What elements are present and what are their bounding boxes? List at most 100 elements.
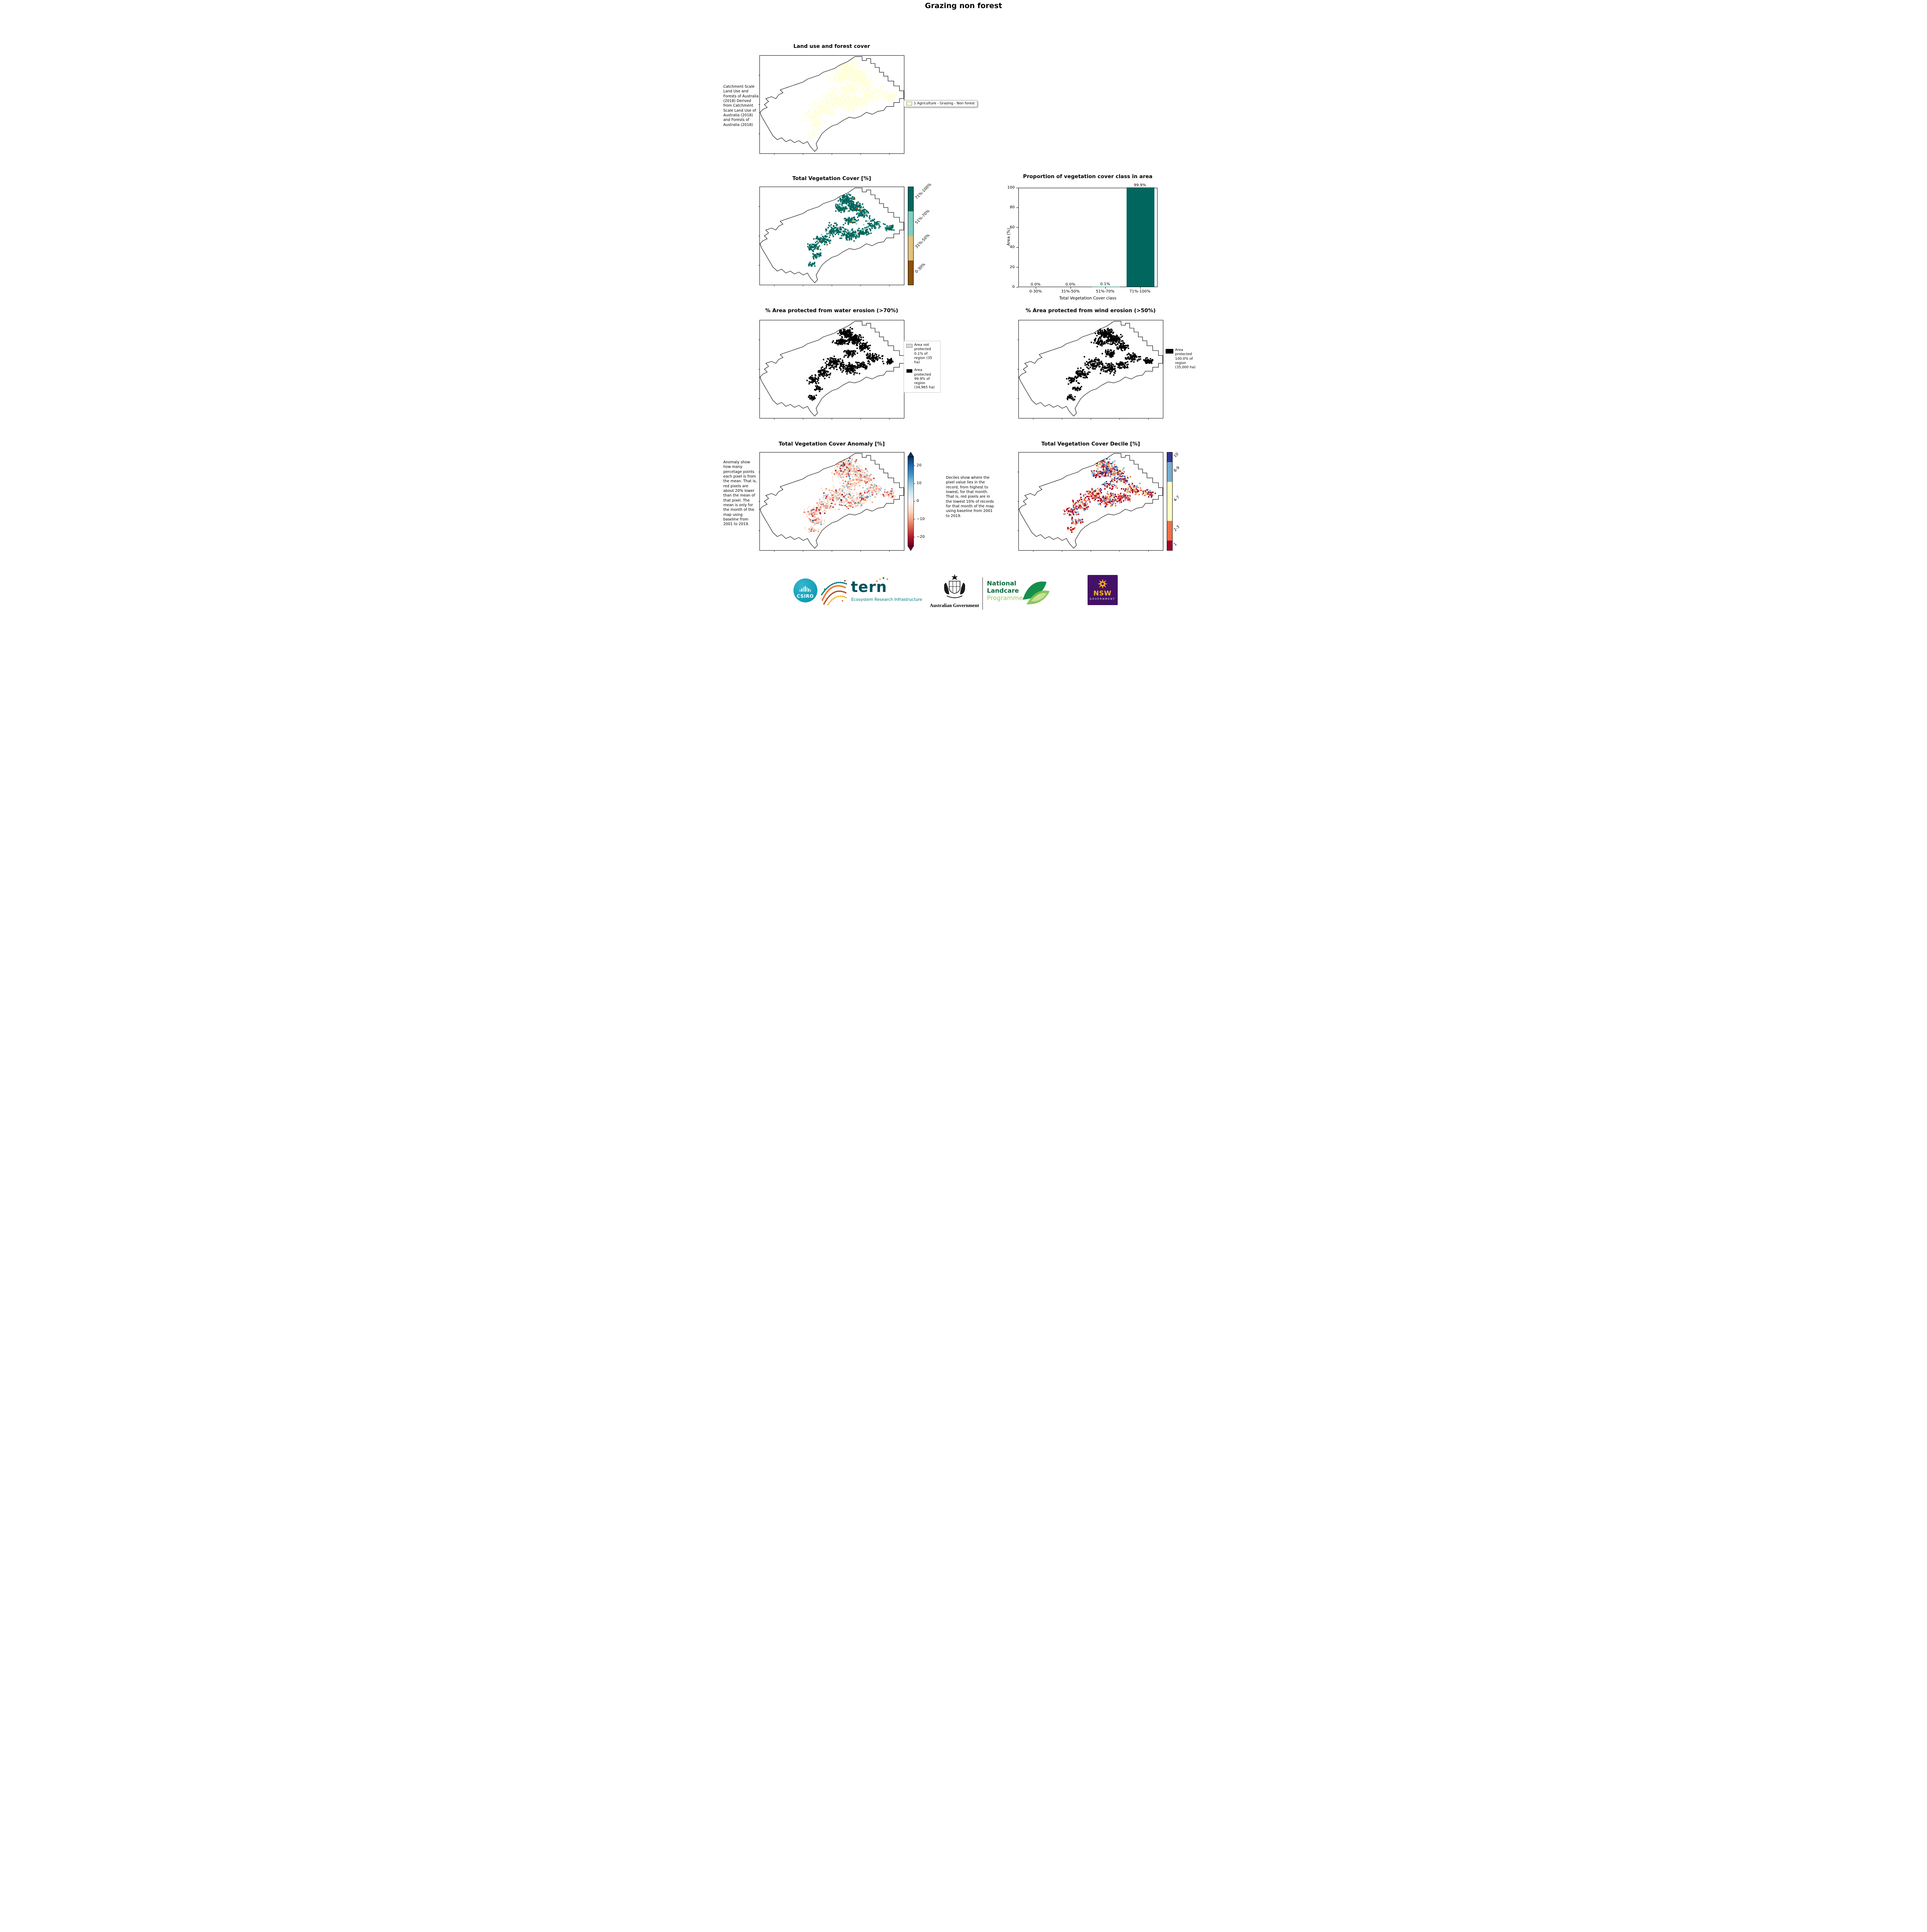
decile-cb-label-47: 4-7 xyxy=(1173,495,1180,503)
x-tick-4: 71%-100% xyxy=(1129,289,1151,294)
tvc-cb-label-3: 31%-50% xyxy=(914,233,931,250)
y-tick-mark xyxy=(1016,247,1018,248)
report-page: Grazing non forest Land use and forest c… xyxy=(722,0,1205,611)
decile-cb-seg xyxy=(1167,521,1172,541)
anomaly-title: Total Vegetation Cover Anomaly [%] xyxy=(778,441,885,447)
decile-cb-seg xyxy=(1167,452,1172,463)
csiro-label: CSIRO xyxy=(797,594,814,599)
water-title: % Area protected from water erosion (>70… xyxy=(765,308,898,314)
bar-value-label-4: 99.9% xyxy=(1134,183,1146,187)
landuse-legend-label: 1 Agriculture - Grazing - Non forest xyxy=(914,102,975,105)
decile-colorbar xyxy=(1166,452,1173,551)
landuse-title: Land use and forest cover xyxy=(793,43,870,49)
landuse-side-note: Catchment Scale Land Use and Forests of … xyxy=(723,85,759,127)
decile-cb-label-10: 10 xyxy=(1173,452,1180,459)
nsw-label: NSW xyxy=(1093,590,1112,597)
water-notprotected-swatch xyxy=(906,344,912,348)
decile-cb-label-89: 8-9 xyxy=(1173,466,1180,473)
landcare-word-landcare: Landcare xyxy=(987,587,1019,594)
tvc-map xyxy=(758,187,904,286)
csiro-wave-icon xyxy=(799,586,811,592)
tvc-cb-seg xyxy=(908,260,913,285)
wind-legend-entry-1: Area protected 100.0% of region (35,000 … xyxy=(1165,348,1203,370)
landcare-word-programme: Programme xyxy=(987,594,1023,602)
x-tick-mark xyxy=(1105,287,1106,289)
landcare-leaves-icon xyxy=(1022,581,1050,605)
landuse-legend-swatch xyxy=(906,102,912,105)
anomaly-tick-10: 10 xyxy=(916,481,922,485)
tvc-cb-label-2: 51%-70% xyxy=(914,209,931,225)
tern-logo: tern xyxy=(851,578,887,595)
footer-divider xyxy=(982,577,983,610)
nsw-government-label: GOVERNMENT xyxy=(1089,597,1115,600)
wind-map-canvas xyxy=(1017,321,1163,420)
bar-71%-100% xyxy=(1126,187,1154,287)
tvc-map-canvas xyxy=(758,187,904,286)
decile-cb-seg xyxy=(1167,481,1172,521)
decile-title: Total Vegetation Cover Decile [%] xyxy=(1041,441,1140,447)
anomaly-side-note: Anomaly show how many percetage points e… xyxy=(723,460,757,527)
decile-map xyxy=(1017,452,1163,552)
x-axis-label: Total Vegetation Cover class xyxy=(1059,296,1117,301)
bar-value-label-3: 0.1% xyxy=(1100,282,1110,287)
bar-value-label-2: 0.0% xyxy=(1065,282,1076,287)
landuse-legend: 1 Agriculture - Grazing - Non forest xyxy=(903,100,978,107)
landuse-map-canvas xyxy=(758,56,904,155)
decile-cb-label-23: 2-3 xyxy=(1173,525,1180,532)
y-tick-mark xyxy=(1016,227,1018,228)
tvc-colorbar xyxy=(907,187,914,285)
bar-value-label-1: 0.0% xyxy=(1030,282,1041,287)
decile-cb-seg xyxy=(1167,462,1172,482)
csiro-logo: CSIRO xyxy=(793,578,817,602)
tern-subtitle: Ecosystem Research Infrastructure xyxy=(851,597,922,602)
proportion-chart-title: Proportion of vegetation cover class in … xyxy=(1023,173,1152,180)
wind-legend: Area protected 100.0% of region (35,000 … xyxy=(1165,348,1203,370)
y-tick-40: 40 xyxy=(1009,245,1015,249)
decile-cb-label-1: 1 xyxy=(1173,542,1178,547)
australian-coat-of-arms-icon xyxy=(944,574,965,598)
y-tick-20: 20 xyxy=(1009,265,1015,269)
water-legend-entry-2: Area protected 99.9% of region (34,965 h… xyxy=(906,368,938,390)
y-tick-60: 60 xyxy=(1009,225,1015,230)
anomaly-tick-m20: −20 xyxy=(916,535,925,539)
indigenous-art-icon xyxy=(821,580,847,605)
y-tick-0: 0 xyxy=(1012,285,1015,289)
water-legend-entry-1: Area not protected 0.1% of region (35 ha… xyxy=(906,343,938,365)
water-protected-swatch xyxy=(906,369,912,373)
anomaly-tick-m10: −10 xyxy=(916,517,925,521)
x-tick-mark xyxy=(1140,287,1141,289)
water-notprotected-label: Area not protected 0.1% of region (35 ha… xyxy=(914,343,932,364)
landuse-map xyxy=(758,55,904,155)
tvc-cb-seg xyxy=(908,211,913,236)
anomaly-tick-0: 0 xyxy=(916,499,919,503)
proportion-bar-chart xyxy=(1018,187,1158,287)
decile-map-canvas xyxy=(1017,453,1163,552)
tern-bird-icon xyxy=(876,577,888,582)
wind-protected-label: Area protected 100.0% of region (35,000 … xyxy=(1175,348,1196,369)
australian-government-label: Australian Government xyxy=(929,603,979,608)
page-title: Grazing non forest xyxy=(925,2,1002,10)
anomaly-map xyxy=(758,452,904,552)
decile-cb-seg xyxy=(1167,540,1172,550)
y-tick-80: 80 xyxy=(1009,205,1015,209)
wind-map xyxy=(1017,320,1163,420)
wind-protected-swatch xyxy=(1165,349,1173,354)
x-tick-3: 51%-70% xyxy=(1096,289,1115,294)
landcare-word-national: National xyxy=(987,580,1016,587)
anomaly-colorbar xyxy=(907,452,915,551)
water-legend: Area not protected 0.1% of region (35 ha… xyxy=(903,341,941,393)
water-map-canvas xyxy=(758,321,904,420)
anomaly-map-canvas xyxy=(758,453,904,552)
y-tick-100: 100 xyxy=(1007,185,1015,190)
y-tick-mark xyxy=(1016,207,1018,208)
x-tick-1: 0-30% xyxy=(1029,289,1042,294)
water-protected-label: Area protected 99.9% of region (34,965 h… xyxy=(914,368,935,390)
water-map xyxy=(758,320,904,420)
waratah-icon xyxy=(1097,579,1108,589)
x-tick-2: 31%-50% xyxy=(1061,289,1080,294)
tvc-cb-label-4: 0-30% xyxy=(914,262,926,274)
nsw-government-logo: NSW GOVERNMENT xyxy=(1087,575,1118,605)
anomaly-tick-20: 20 xyxy=(916,463,922,468)
decile-side-note: Deciles show where the pixel value lies … xyxy=(946,476,994,518)
tvc-title: Total Vegetation Cover [%] xyxy=(792,175,871,182)
